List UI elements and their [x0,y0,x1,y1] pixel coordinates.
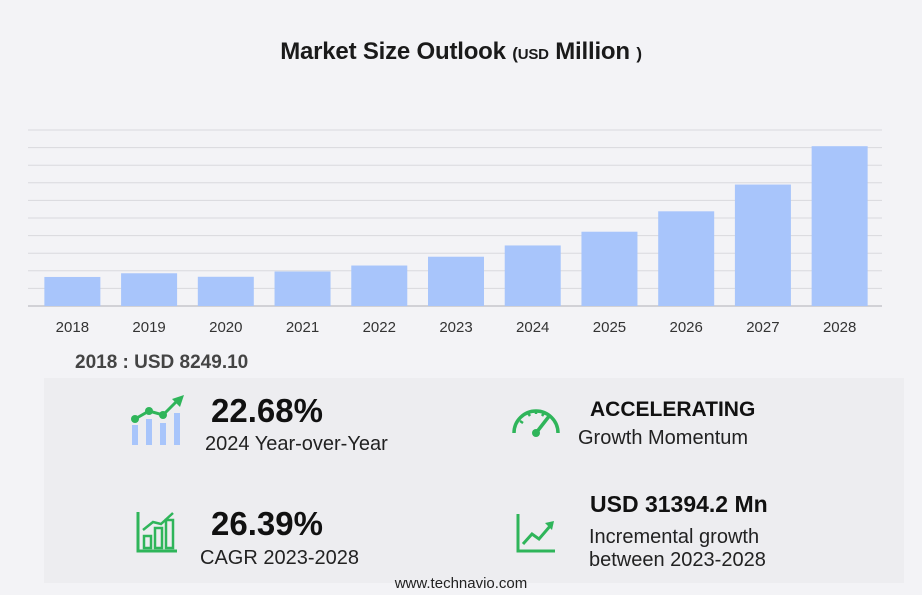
incremental-label-line2: between 2023-2028 [589,549,766,571]
trend-line-icon [516,514,555,553]
x-tick-label: 2027 [746,319,779,336]
growth-chart-icon [131,395,184,445]
yoy-caption-wrap: 2024 Year-over-Year [205,433,388,456]
bar-chart-icon [136,512,177,553]
cagr-caption-wrap: CAGR 2023-2028 [200,547,359,570]
momentum-label: Growth Momentum [578,427,749,449]
title-close-paren: ) [636,44,642,63]
cagr-stat: 26.39% [211,505,323,543]
bar-2025 [581,231,638,306]
momentum-caption-wrap: Growth Momentum [578,427,748,450]
x-tick-label: 2022 [363,319,396,336]
bar-2027 [734,184,791,306]
x-tick-label: 2018 [56,319,89,336]
x-tick-label: 2025 [593,319,626,336]
x-tick-label: 2028 [823,319,856,336]
yoy-stat: 22.68% [211,392,323,430]
title-open-paren: ( [512,44,518,63]
yoy-value: 22.68% [211,392,323,429]
x-tick-label: 2026 [669,319,702,336]
footer-url: www.technavio.com [394,575,528,592]
incremental-caption-wrap: Incremental growth between 2023-2028 [589,526,766,572]
incremental-stat: USD 31394.2 Mn [590,491,768,518]
x-tick-label: 2021 [286,319,319,336]
speedometer-icon [512,409,560,437]
momentum-stat: ACCELERATING [590,398,755,422]
bar-2021 [274,271,331,306]
momentum-value: ACCELERATING [590,398,756,421]
stats-panel [44,378,904,583]
bar-2018 [44,276,101,306]
bar-2024 [504,245,561,306]
chart-title: Market Size Outlook (USD Million ) [0,38,922,66]
bar-2023 [428,256,484,306]
x-tick-label: 2020 [209,319,242,336]
incremental-label-line1: Incremental growth [589,526,760,548]
title-main: Market Size Outlook [280,38,506,65]
title-unit: USD [517,46,549,63]
bar-2022 [351,265,408,306]
bar-2019 [121,273,178,306]
yoy-label: 2024 Year-over-Year [205,433,388,455]
bar-2026 [658,211,715,306]
incremental-value: USD 31394.2 Mn [590,491,768,517]
x-tick-label: 2019 [132,319,165,336]
base-year-value: 2018 : USD 8249.10 [75,352,249,373]
bar-chart: 2018 2019 2020 2021 2022 2023 2024 2025 2026 2027… [28,129,882,336]
bar-2028 [811,146,868,306]
title-unit-word: Million [555,38,630,65]
x-tick-label: 2024 [516,319,549,336]
cagr-label: CAGR 2023-2028 [200,547,359,569]
bar-2020 [197,276,254,306]
x-tick-label: 2023 [439,319,472,336]
cagr-value: 26.39% [211,505,323,542]
